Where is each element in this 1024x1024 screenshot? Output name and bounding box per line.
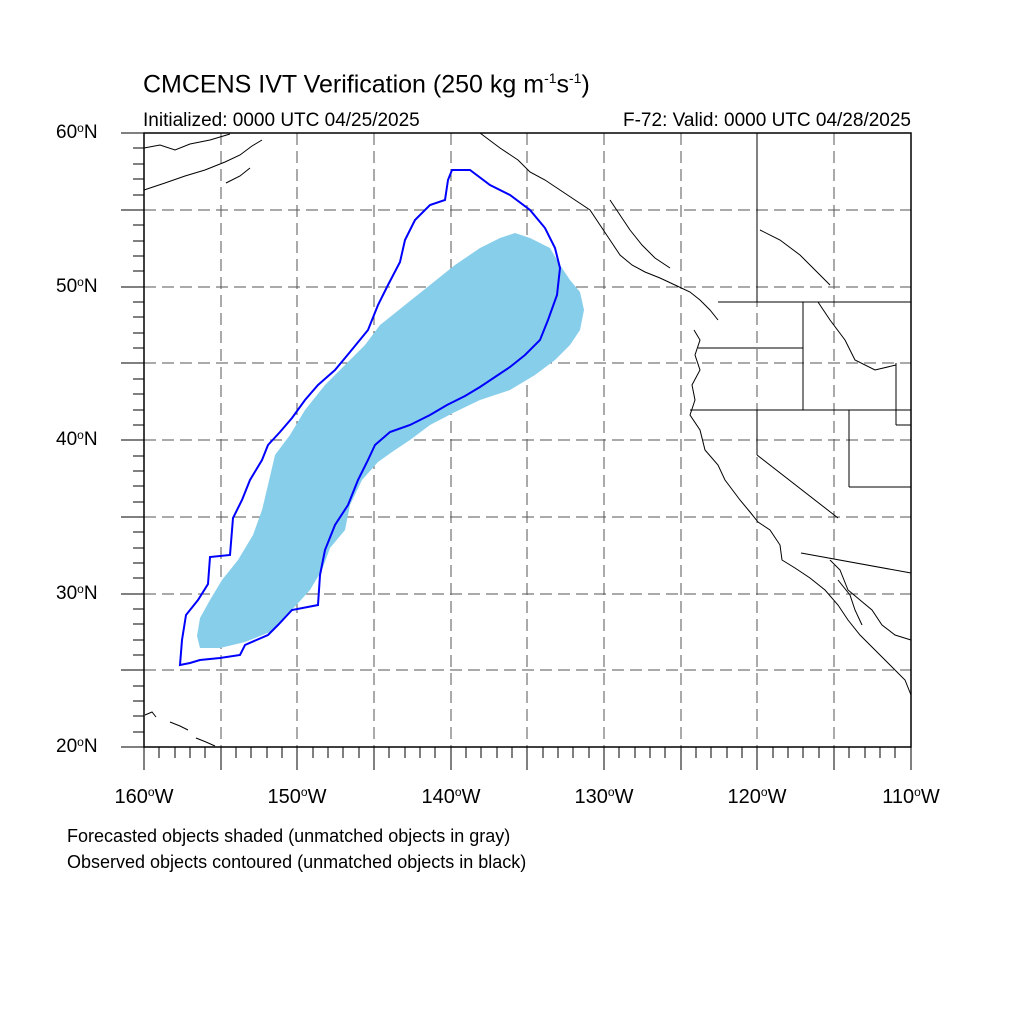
observed-object-contour	[178, 169, 562, 667]
initialized-time: Initialized: 0000 UTC 04/25/2025	[143, 110, 420, 131]
coastlines	[143, 132, 912, 747]
lon-label-130w: 130oW	[574, 785, 634, 808]
borders	[690, 133, 912, 574]
lon-label-160w: 160oW	[114, 785, 174, 808]
lat-label-30n: 30oN	[56, 582, 98, 604]
lat-label-20n: 20oN	[56, 735, 98, 757]
valid-time: F-72: Valid: 0000 UTC 04/28/2025	[623, 110, 911, 131]
lat-ticks	[121, 132, 144, 748]
observed-note: Observed objects contoured (unmatched ob…	[67, 852, 527, 872]
lat-label-40n: 40oN	[56, 428, 98, 450]
lon-label-140w: 140oW	[421, 785, 481, 808]
lon-label-110w: 110oW	[882, 785, 940, 808]
lat-label-50n: 50oN	[56, 275, 98, 297]
lat-label-60n: 60oN	[56, 121, 98, 143]
forecast-object	[197, 233, 584, 648]
forecast-note: Forecasted objects shaded (unmatched obj…	[67, 826, 511, 846]
lon-label-150w: 150oW	[267, 785, 327, 808]
grid-lines	[144, 133, 911, 747]
lon-label-120w: 120oW	[727, 785, 787, 808]
lon-ticks	[143, 747, 912, 770]
chart-title: CMCENS IVT Verification (250 kg m-1s-1)	[143, 70, 590, 99]
